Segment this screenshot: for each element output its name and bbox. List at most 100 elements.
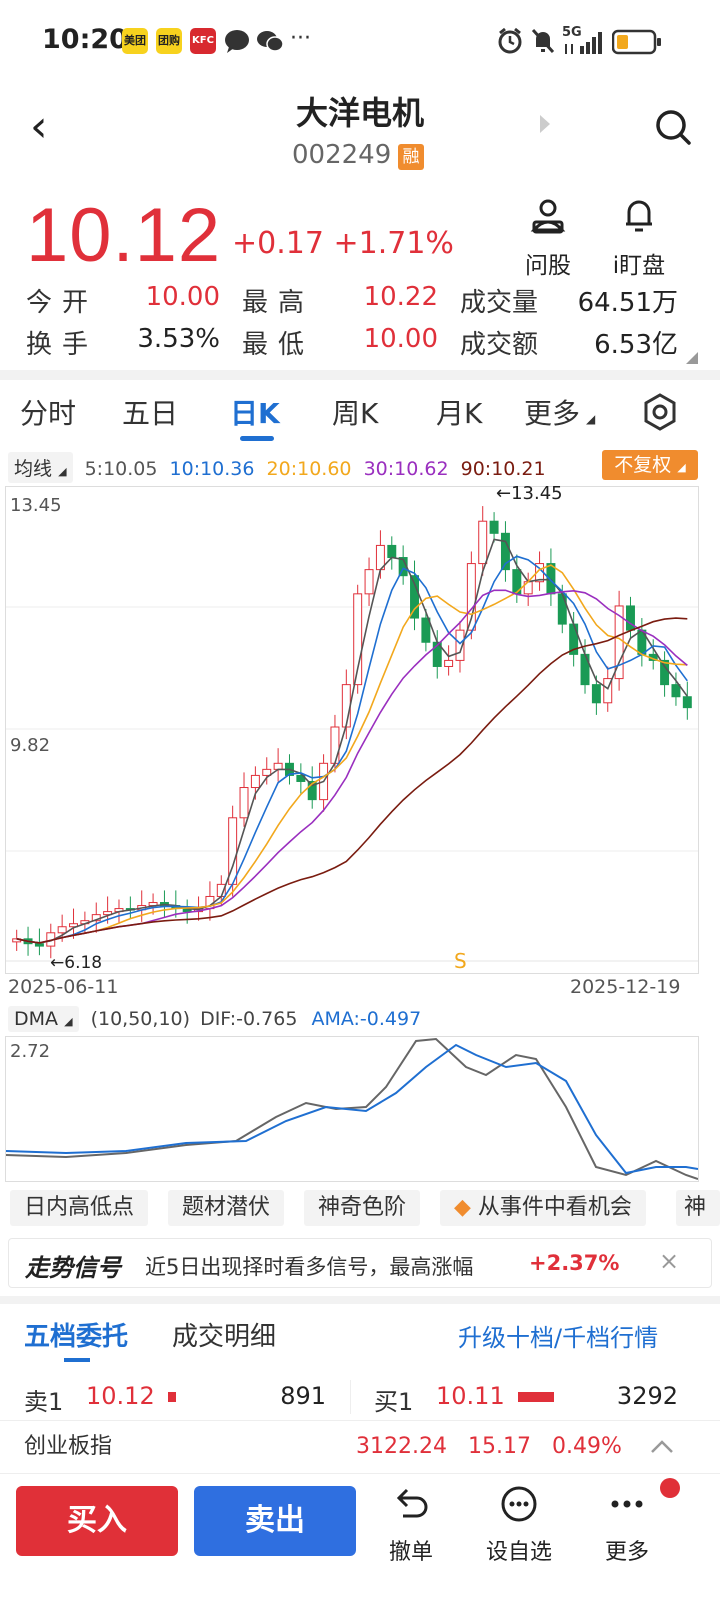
- candle-body: [34, 943, 44, 947]
- watch-label: i盯盘: [612, 253, 666, 279]
- current-price: 10.12: [26, 193, 222, 278]
- more-button[interactable]: 更多: [582, 1484, 672, 1566]
- candle-body: [262, 768, 272, 776]
- watch-button[interactable]: i盯盘: [604, 196, 674, 280]
- tab-intraday[interactable]: 分时: [20, 397, 77, 430]
- mute-icon: [531, 28, 555, 54]
- next-stock-arrow-icon[interactable]: [540, 115, 550, 133]
- meituan-icon: 美团: [122, 28, 148, 54]
- tab-daily-k[interactable]: 日K: [230, 397, 280, 430]
- tab-trade-detail[interactable]: 成交明细: [172, 1322, 277, 1352]
- dma-params: (10,50,10): [90, 1008, 191, 1030]
- change-percent: +1.71%: [333, 226, 454, 261]
- amount-value: 6.53亿: [594, 330, 678, 360]
- candle-body: [671, 684, 681, 698]
- notification-dot: [660, 1478, 680, 1498]
- amount-label: 成交额: [460, 330, 539, 360]
- max-marker-value: 13.45: [511, 483, 563, 504]
- feature-theme[interactable]: 题材潜伏: [168, 1190, 285, 1226]
- tab-order-book[interactable]: 五档委托: [24, 1322, 129, 1352]
- dma-chart[interactable]: 2.72: [5, 1036, 699, 1182]
- divider: [0, 370, 720, 380]
- stock-name: 大洋电机: [295, 94, 424, 132]
- ma-selector-label: 均线: [14, 458, 53, 480]
- dma-selector[interactable]: DMA ◢: [8, 1006, 79, 1032]
- volume-value: 64.51万: [577, 288, 678, 318]
- sell1-label: 卖1: [24, 1388, 64, 1416]
- buy1-label: 买1: [374, 1388, 414, 1416]
- candle-body: [489, 520, 499, 534]
- candle-body: [603, 678, 613, 704]
- ask-stock-button[interactable]: 问股: [518, 196, 578, 280]
- ma90-value: 90:10.21: [460, 458, 546, 480]
- search-icon[interactable]: [654, 108, 692, 146]
- start-date: 2025-06-11: [8, 976, 119, 998]
- feature-more[interactable]: 神: [676, 1190, 720, 1226]
- feature-events[interactable]: ◆ 从事件中看机会: [440, 1190, 646, 1226]
- k-chart[interactable]: 13.45 9.82 ←13.45 ←6.18 S: [5, 483, 699, 974]
- adjust-button[interactable]: 不复权 ◢: [602, 450, 698, 480]
- divider: [0, 1296, 720, 1304]
- tab-weekly-k[interactable]: 周K: [332, 397, 379, 430]
- message-icon: [225, 30, 249, 53]
- end-date: 2025-12-19: [570, 976, 681, 998]
- margin-badge: 融: [398, 144, 424, 170]
- candle-body: [478, 520, 488, 565]
- alarm-icon: [498, 27, 522, 54]
- feature-color-scale[interactable]: 神奇色阶: [304, 1190, 421, 1226]
- change-amount: +0.17: [232, 226, 324, 261]
- candle-body: [410, 575, 419, 619]
- ma5-line: [16, 538, 688, 944]
- chart-settings-icon[interactable]: [640, 392, 680, 432]
- active-tab-indicator: [240, 436, 274, 441]
- dma-selector-label: DMA: [14, 1008, 59, 1030]
- chevron-up-icon[interactable]: [650, 1437, 674, 1455]
- more-label: 更多: [604, 1540, 649, 1565]
- ma5-value: 5:10.05: [84, 458, 158, 480]
- undo-icon: [396, 1488, 428, 1518]
- battery-icon: [612, 29, 661, 55]
- close-banner-button[interactable]: ×: [659, 1247, 680, 1275]
- bell-icon: [626, 200, 652, 232]
- cancel-order-button[interactable]: 撤单: [366, 1484, 456, 1566]
- buy1-bar: [518, 1392, 554, 1402]
- candle-body: [239, 787, 249, 819]
- feature-intraday-high-low[interactable]: 日内高低点: [10, 1190, 149, 1226]
- high-value: 10.22: [363, 282, 438, 312]
- buy1-volume: 3292: [616, 1382, 678, 1410]
- high-label: 最高: [242, 288, 315, 318]
- buy-button[interactable]: 买入: [16, 1486, 178, 1556]
- stock-code: 002249: [292, 140, 392, 170]
- tab-more[interactable]: 更多 ◢: [524, 397, 596, 430]
- k-chart-canvas: [6, 506, 698, 962]
- signal-banner[interactable]: 走势信号 近5日出现择时看多信号，最高涨幅 +2.37% ×: [8, 1238, 712, 1288]
- add-watchlist-button[interactable]: 设自选: [474, 1484, 564, 1566]
- signal-brand: 走势信号: [25, 1254, 121, 1282]
- low-value: 10.00: [363, 324, 438, 354]
- candle-body: [341, 684, 351, 728]
- candle-body: [682, 696, 692, 709]
- index-ticker[interactable]: 创业板指 3122.24 15.17 0.49%: [0, 1420, 720, 1474]
- dma-ama: AMA:-0.497: [311, 1008, 422, 1030]
- buy1-price: 10.11: [436, 1382, 505, 1410]
- candle-body: [273, 762, 283, 770]
- tab-five-day[interactable]: 五日: [122, 397, 179, 430]
- candle-body: [455, 629, 465, 661]
- dma-canvas: [6, 1037, 698, 1180]
- ma-selector[interactable]: 均线 ◢: [8, 452, 73, 483]
- y-top-label: 13.45: [10, 495, 62, 516]
- upgrade-level2-link[interactable]: 升级十档/千档行情: [458, 1324, 659, 1352]
- tab-monthly-k[interactable]: 月K: [436, 397, 483, 430]
- sell-button[interactable]: 卖出: [194, 1486, 356, 1556]
- tuangou-icon: 团购: [156, 28, 182, 54]
- ma20-line: [16, 564, 688, 944]
- depth-tab-indicator: [64, 1358, 90, 1362]
- candle-body: [557, 593, 567, 625]
- price-change: +0.17 +1.71%: [232, 226, 454, 261]
- candle-body: [103, 911, 113, 916]
- dma-dif: DIF:-0.765: [200, 1008, 298, 1030]
- expand-corner-icon[interactable]: [686, 352, 698, 364]
- back-button[interactable]: ‹: [30, 101, 48, 152]
- dma-y-top: 2.72: [10, 1041, 51, 1062]
- ask-stock-label: 问股: [525, 253, 571, 279]
